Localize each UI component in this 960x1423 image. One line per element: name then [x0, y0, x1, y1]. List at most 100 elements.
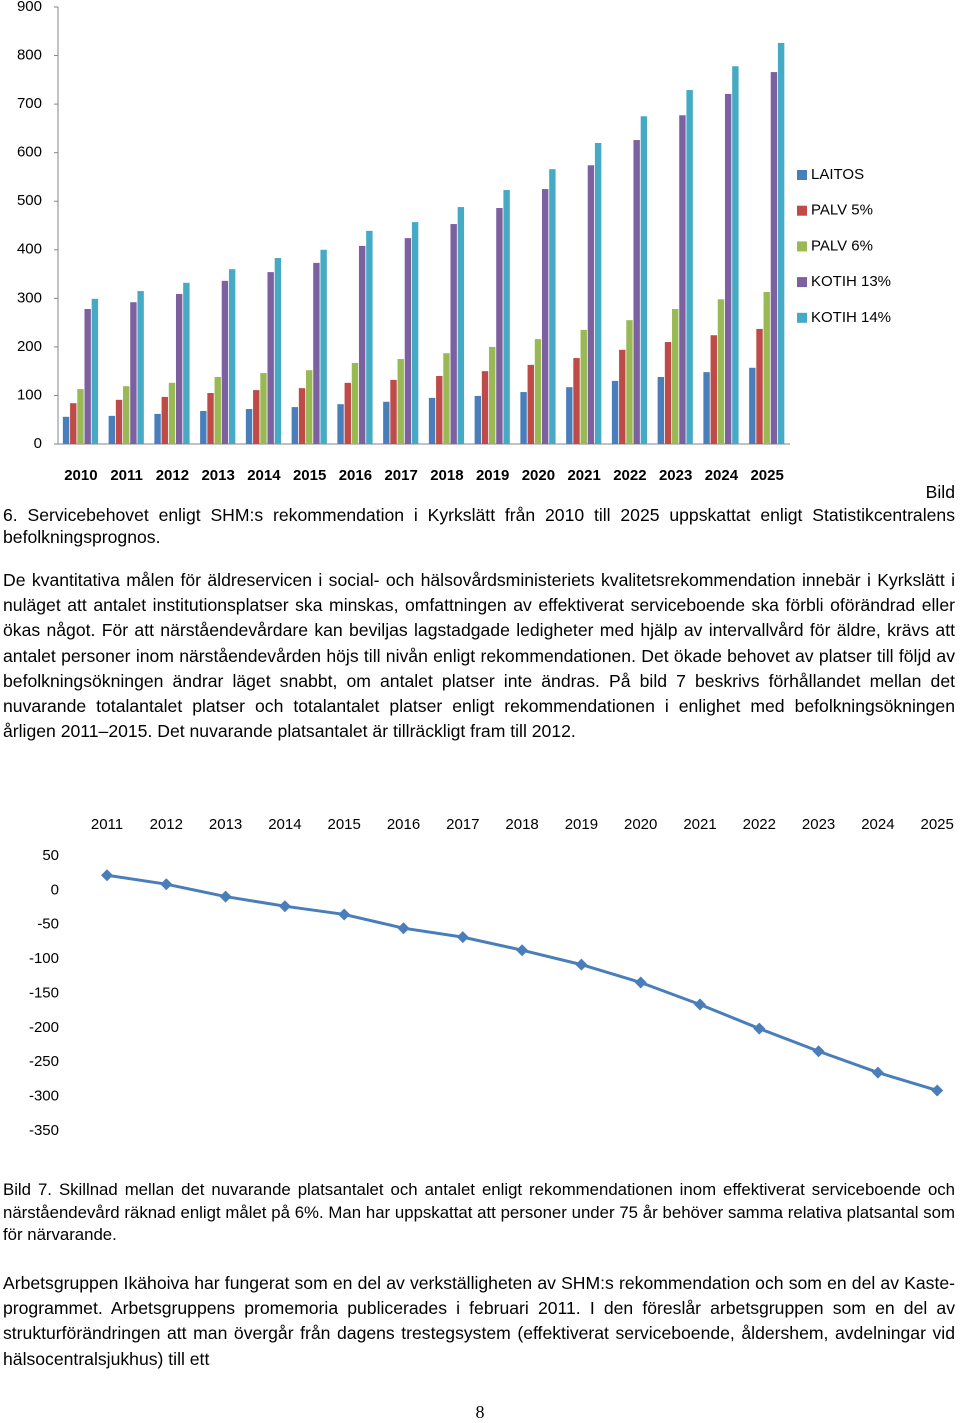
bar	[749, 367, 756, 444]
x-tick-label: 2019	[565, 816, 598, 833]
bar	[503, 190, 510, 444]
bar	[77, 389, 84, 444]
x-tick-label: 2018	[505, 816, 538, 833]
bar	[611, 380, 619, 444]
bar	[267, 272, 274, 444]
y-tick-label: 300	[17, 289, 42, 306]
x-tick-label: 2025	[921, 816, 954, 833]
bar	[214, 376, 221, 444]
x-tick-label: 2013	[201, 467, 234, 484]
bar	[358, 245, 366, 444]
bar	[115, 399, 123, 444]
bar	[756, 328, 763, 444]
legend-label: LAITOS	[811, 166, 864, 183]
bar	[200, 410, 207, 444]
x-tick-label: 2011	[91, 816, 123, 833]
bar	[777, 42, 785, 444]
marker	[338, 908, 351, 921]
page-number: 8	[475, 1402, 485, 1422]
bar	[428, 397, 436, 444]
x-tick-label: 2023	[659, 467, 692, 484]
bar	[633, 140, 640, 444]
x-tick-label: 2011	[110, 467, 143, 484]
bar	[344, 382, 351, 444]
bar	[108, 415, 116, 444]
bar	[84, 309, 91, 444]
x-tick-label: 2017	[384, 467, 417, 484]
bar	[137, 291, 144, 444]
bar	[62, 416, 70, 444]
bar	[520, 392, 527, 444]
bar	[457, 207, 465, 444]
x-tick-label: 2012	[156, 467, 189, 484]
bar	[228, 269, 236, 444]
marker	[456, 931, 469, 944]
bar	[580, 329, 587, 444]
bar	[703, 372, 710, 444]
y-tick-label: 200	[17, 338, 42, 355]
legend-label: PALV 5%	[811, 202, 873, 219]
bar	[183, 282, 190, 444]
paragraph: Arbetsgruppen Ikähoiva har fungerat som …	[3, 1273, 955, 1369]
bar	[154, 413, 161, 444]
bar	[710, 335, 717, 444]
bar	[274, 258, 282, 444]
bar	[337, 404, 344, 444]
bar	[175, 293, 183, 444]
x-tick-label: 2025	[750, 467, 783, 484]
bar	[672, 309, 679, 444]
bar	[657, 376, 665, 444]
bar	[91, 298, 99, 444]
bar	[207, 393, 214, 444]
y-tick-label: 100	[17, 386, 42, 403]
x-tick-label: 2021	[567, 467, 600, 484]
bar	[640, 116, 648, 444]
marker	[753, 1022, 766, 1035]
bar	[411, 222, 419, 444]
bar	[351, 362, 359, 444]
caption: 6. Servicebehovet enligt SHM:s rekommend…	[3, 505, 955, 547]
marker	[871, 1066, 884, 1079]
bar	[313, 262, 320, 444]
bar	[626, 320, 633, 444]
marker	[101, 869, 113, 882]
x-tick-label: 2024	[861, 816, 894, 833]
marker	[575, 958, 588, 971]
bar	[587, 165, 595, 444]
bar	[481, 371, 489, 444]
legend-swatch	[797, 277, 807, 288]
y-tick-label: 600	[17, 144, 42, 161]
y-tick-label: -50	[37, 916, 59, 933]
x-tick-label: 2020	[522, 467, 555, 484]
caption-label: Bild	[925, 482, 955, 502]
bar	[298, 388, 306, 444]
bar	[397, 359, 404, 444]
bar	[404, 238, 412, 444]
bar	[161, 396, 168, 444]
paragraph: De kvantitativa målen för äldreservicen …	[3, 570, 955, 742]
x-tick-label: 2022	[613, 467, 646, 484]
bar	[549, 169, 556, 445]
x-tick-label: 2021	[683, 816, 716, 833]
bar	[496, 208, 503, 444]
y-tick-label: -150	[29, 984, 59, 1001]
marker	[397, 922, 410, 935]
x-tick-label: 2018	[430, 467, 463, 484]
x-tick-label: 2012	[150, 816, 183, 833]
x-tick-label: 2015	[293, 467, 326, 484]
bar	[390, 379, 397, 444]
y-tick-label: 900	[17, 0, 42, 15]
bar	[443, 353, 450, 444]
legend-swatch	[797, 241, 807, 252]
bar	[724, 93, 732, 445]
bar	[436, 376, 443, 444]
bar	[594, 142, 602, 444]
y-tick-label: 800	[17, 47, 42, 64]
y-tick-label: -100	[29, 950, 59, 967]
marker	[812, 1045, 825, 1058]
marker	[931, 1084, 944, 1097]
bar	[123, 386, 130, 444]
bar	[306, 370, 313, 444]
marker	[694, 998, 706, 1011]
legend-swatch	[797, 312, 807, 323]
